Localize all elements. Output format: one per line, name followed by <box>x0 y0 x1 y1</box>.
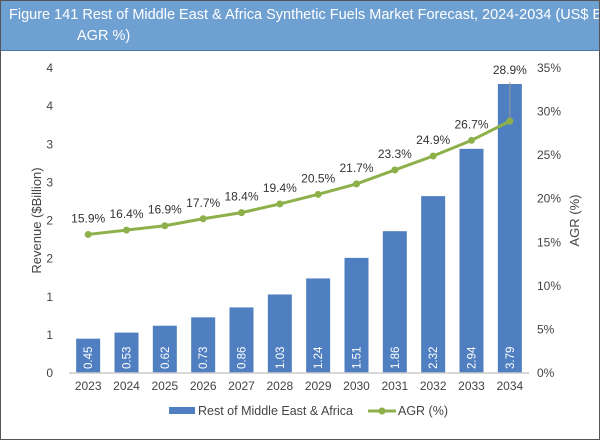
agr-data-label: 17.7% <box>186 196 220 210</box>
bar-data-label: 0.62 <box>160 347 172 369</box>
y-tick-label: 0 <box>46 366 53 380</box>
y2-tick-label: 5% <box>537 322 555 336</box>
y2-tick-label: 30% <box>537 105 561 119</box>
agr-data-label: 26.7% <box>454 117 488 131</box>
bar <box>229 307 254 373</box>
x-tick-label: 2023 <box>75 379 102 393</box>
y2-tick-label: 25% <box>537 148 561 162</box>
bar <box>267 294 292 373</box>
bar-data-label: 1.86 <box>390 347 402 369</box>
x-tick-label: 2029 <box>305 379 332 393</box>
bar <box>152 325 177 373</box>
y-tick-label: 2 <box>46 214 53 228</box>
bar-data-label: 3.79 <box>505 347 517 369</box>
agr-data-label: 19.4% <box>263 181 297 195</box>
bar <box>191 317 216 373</box>
legend-bar-swatch <box>169 407 195 414</box>
y-tick-label: 3 <box>46 175 53 189</box>
bar <box>497 84 522 373</box>
x-tick-label: 2030 <box>343 379 370 393</box>
legend-line-marker <box>378 407 386 415</box>
x-tick-label: 2031 <box>381 379 408 393</box>
bar <box>344 257 369 373</box>
agr-point <box>314 190 322 198</box>
agr-data-label: 18.4% <box>224 190 258 204</box>
title-bar: Figure 141 Rest of Middle East & Africa … <box>1 1 599 51</box>
agr-line <box>87 119 511 236</box>
y-axis-label: Revenue ($Billion) <box>29 167 44 273</box>
agr-point <box>506 117 514 125</box>
agr-data-label: 28.9% <box>493 63 527 77</box>
agr-point <box>391 166 399 174</box>
x-tick-label: 2032 <box>420 379 447 393</box>
y-tick-label: 2 <box>46 252 53 266</box>
bar <box>306 278 331 373</box>
agr-point <box>161 222 169 230</box>
y2-axis-label: AGR (%) <box>567 195 582 247</box>
agr-data-label: 23.3% <box>378 147 412 161</box>
x-tick-label: 2026 <box>190 379 217 393</box>
agr-point <box>276 200 284 208</box>
legend-label: AGR (%) <box>398 404 448 418</box>
y2-tick-label: 35% <box>537 61 561 75</box>
bar <box>421 196 446 373</box>
x-tick-label: 2028 <box>266 379 293 393</box>
bar-data-label: 0.86 <box>237 347 249 369</box>
agr-point <box>84 230 92 238</box>
bar <box>382 231 407 373</box>
agr-point <box>199 215 207 223</box>
bar-data-label: 2.32 <box>428 347 440 369</box>
bar-data-label: 0.73 <box>198 347 210 369</box>
bar-data-label: 2.94 <box>467 346 479 369</box>
agr-data-label: 20.5% <box>301 171 335 185</box>
agr-point <box>238 209 245 217</box>
x-tick-label: 2027 <box>228 379 255 393</box>
y-tick-label: 3 <box>46 137 53 151</box>
agr-data-label: 21.7% <box>339 161 373 175</box>
bar <box>114 332 139 373</box>
x-tick-label: 2024 <box>113 379 140 393</box>
agr-data-label: 15.9% <box>71 211 105 225</box>
y2-tick-label: 15% <box>537 235 561 249</box>
x-tick-label: 2034 <box>496 379 523 393</box>
agr-data-label: 16.4% <box>109 207 143 221</box>
agr-data-label: 16.9% <box>148 203 182 217</box>
bar <box>459 148 484 373</box>
agr-point <box>429 152 437 160</box>
bar-data-label: 1.51 <box>352 347 364 369</box>
y2-tick-label: 20% <box>537 192 561 206</box>
y-tick-label: 4 <box>46 61 53 75</box>
y-tick-label: 4 <box>46 99 53 113</box>
agr-point <box>353 180 360 188</box>
bar-data-label: 0.45 <box>83 347 95 369</box>
bar-data-label: 1.03 <box>275 347 287 369</box>
agr-data-label: 24.9% <box>416 133 450 147</box>
agr-point <box>123 226 130 234</box>
bar-data-label: 0.53 <box>122 347 134 369</box>
x-tick-label: 2025 <box>151 379 178 393</box>
bar <box>76 338 101 373</box>
agr-point <box>468 136 475 144</box>
bar-data-label: 1.24 <box>313 346 325 369</box>
y2-tick-label: 0% <box>537 366 555 380</box>
legend-label: Rest of Middle East & Africa <box>198 404 353 418</box>
y-tick-label: 1 <box>46 290 53 304</box>
chart-title: Figure 141 Rest of Middle East & Africa … <box>9 7 600 44</box>
y-tick-label: 1 <box>46 328 53 342</box>
x-tick-label: 2033 <box>458 379 485 393</box>
y2-tick-label: 10% <box>537 279 561 293</box>
